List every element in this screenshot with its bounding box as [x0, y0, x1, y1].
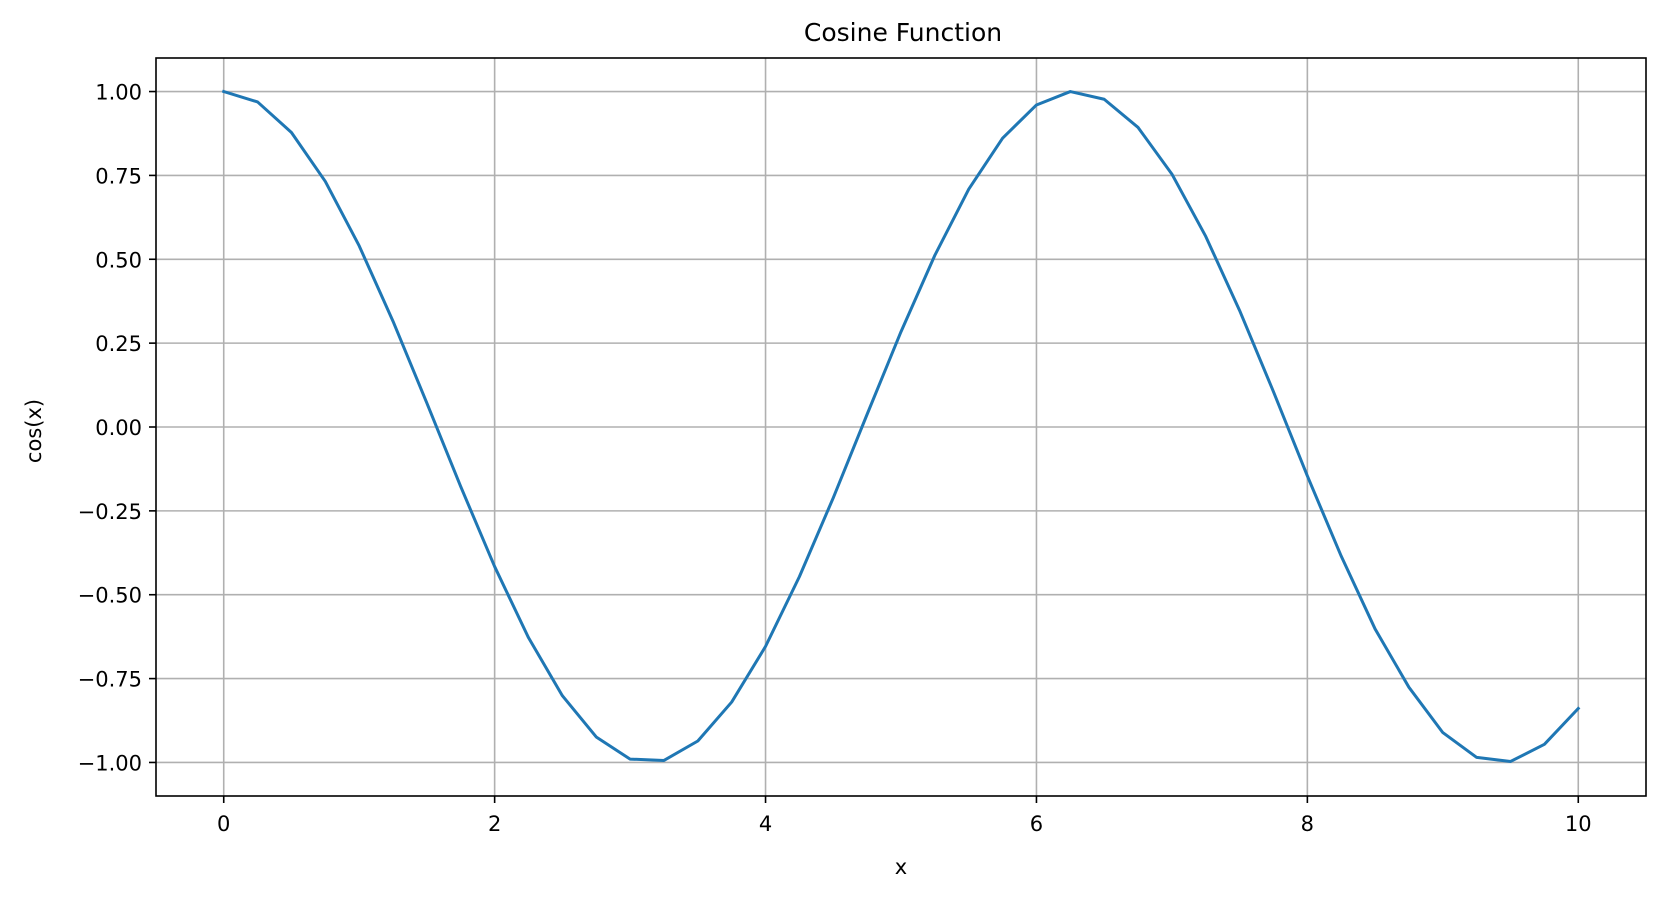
y-tick-label: 0.50 [95, 248, 142, 272]
y-tick-label: −0.75 [78, 668, 142, 692]
y-tick-label: 1.00 [95, 81, 142, 105]
y-tick-label: 0.25 [95, 332, 142, 356]
x-axis-label: x [895, 855, 907, 879]
y-axis-ticks: 1.00 0.75 0.50 0.25 0.00 −0.25 −0.50 −0.75 −1.00 [78, 81, 156, 775]
x-tick-label: 8 [1301, 812, 1314, 836]
y-tick-label: −1.00 [78, 751, 142, 775]
series-group [221, 89, 1581, 763]
x-tick-label: 10 [1565, 812, 1592, 836]
y-tick-label: −0.25 [78, 500, 142, 524]
x-tick-label: 2 [488, 812, 501, 836]
x-tick-label: 0 [217, 812, 230, 836]
chart-title: Cosine Function [804, 18, 1002, 47]
cosine-line [221, 89, 1581, 763]
x-tick-label: 6 [1030, 812, 1043, 836]
y-tick-label: 0.00 [95, 416, 142, 440]
y-tick-label: −0.50 [78, 584, 142, 608]
x-axis-ticks: 0 2 4 6 8 10 [217, 796, 1592, 836]
x-tick-label: 4 [759, 812, 772, 836]
y-tick-label: 0.75 [95, 164, 142, 188]
y-axis-label: cos(x) [22, 399, 46, 463]
grid [156, 58, 1646, 796]
